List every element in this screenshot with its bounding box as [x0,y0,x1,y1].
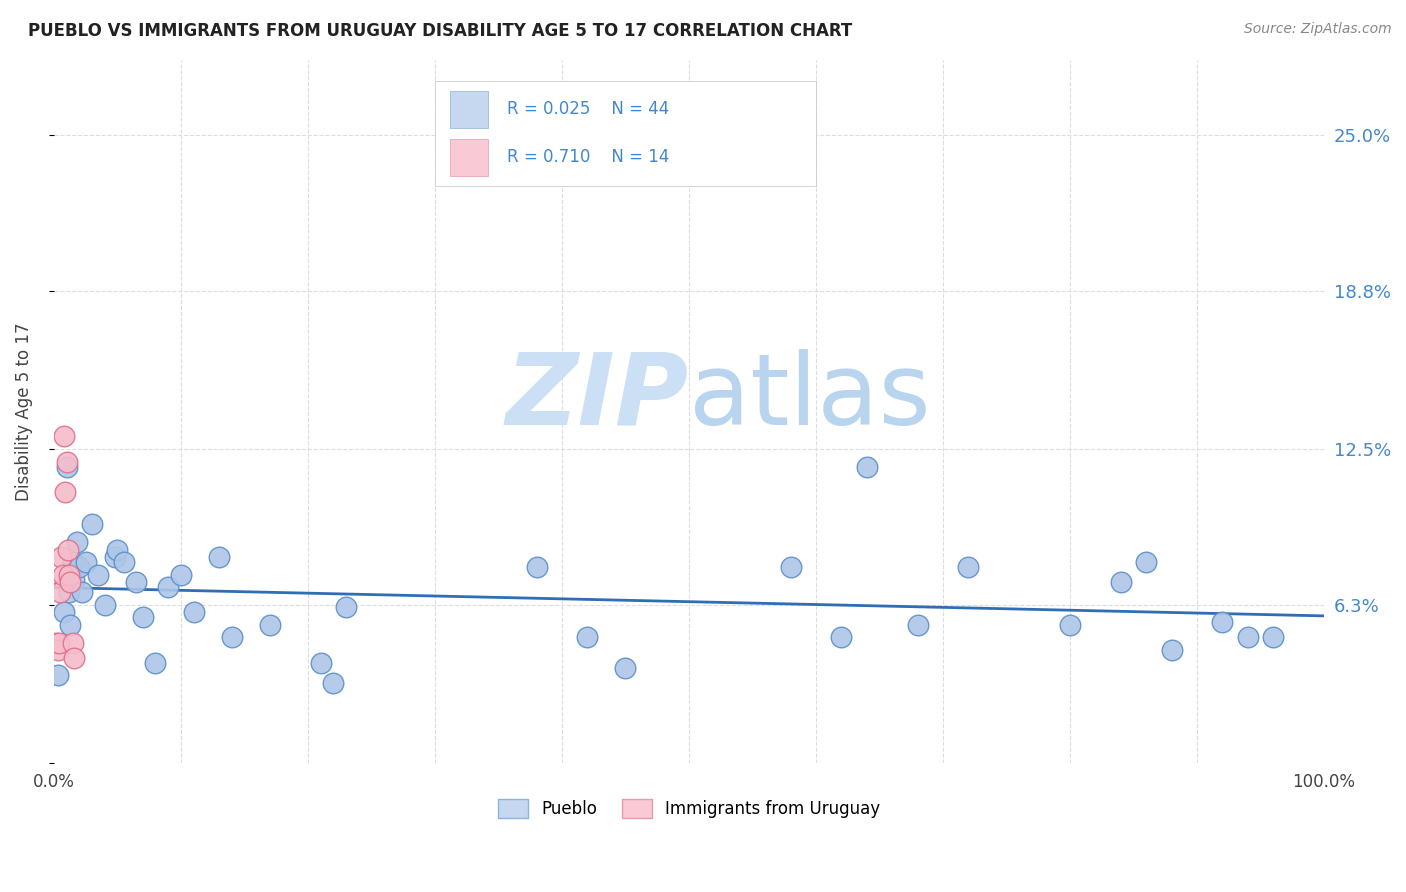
Point [55,455,77,469]
Point [53,484,76,499]
Point [1263,631,1285,645]
Point [51,550,73,565]
Point [58,585,80,599]
Point [132,610,155,624]
Text: atlas: atlas [689,349,931,446]
Point [104,550,127,565]
Point [70,585,93,599]
Point [63,573,86,587]
Point [56,542,79,557]
Point [93,598,115,612]
Text: ZIP: ZIP [506,349,689,446]
Point [52,567,75,582]
Point [526,560,548,574]
Point [67,560,90,574]
Point [75,555,97,569]
Point [335,600,357,615]
Point [170,567,193,582]
Point [830,631,852,645]
Point [53,429,76,443]
Point [221,631,243,645]
Point [55,459,77,474]
Point [58,567,80,582]
Point [157,580,180,594]
Point [907,618,929,632]
Point [1059,618,1081,632]
Point [125,575,148,590]
Point [62,555,84,569]
Point [59,575,82,590]
Point [1135,555,1157,569]
Point [322,675,344,690]
Point [87,567,110,582]
Point [1160,643,1182,657]
Point [45,635,67,649]
Point [62,635,84,649]
Point [855,459,877,474]
Point [576,631,599,645]
Legend: Pueblo, Immigrants from Uruguay: Pueblo, Immigrants from Uruguay [491,793,887,825]
Point [63,650,86,665]
Point [53,606,76,620]
Point [46,668,69,682]
Point [49,585,72,599]
Point [259,618,281,632]
Point [145,656,167,670]
Point [46,643,69,657]
Point [779,560,801,574]
Point [1109,575,1132,590]
Point [59,618,82,632]
Point [309,656,332,670]
Y-axis label: Disability Age 5 to 17: Disability Age 5 to 17 [15,322,32,500]
Text: PUEBLO VS IMMIGRANTS FROM URUGUAY DISABILITY AGE 5 TO 17 CORRELATION CHART: PUEBLO VS IMMIGRANTS FROM URUGUAY DISABI… [28,22,852,40]
Point [1236,631,1258,645]
Point [48,635,70,649]
Point [957,560,980,574]
Point [1211,615,1233,630]
Point [208,550,231,565]
Point [80,517,103,532]
Text: Source: ZipAtlas.com: Source: ZipAtlas.com [1244,22,1392,37]
Point [183,606,205,620]
Point [105,542,128,557]
Point [66,535,89,549]
Point [112,555,135,569]
Point [614,660,637,674]
